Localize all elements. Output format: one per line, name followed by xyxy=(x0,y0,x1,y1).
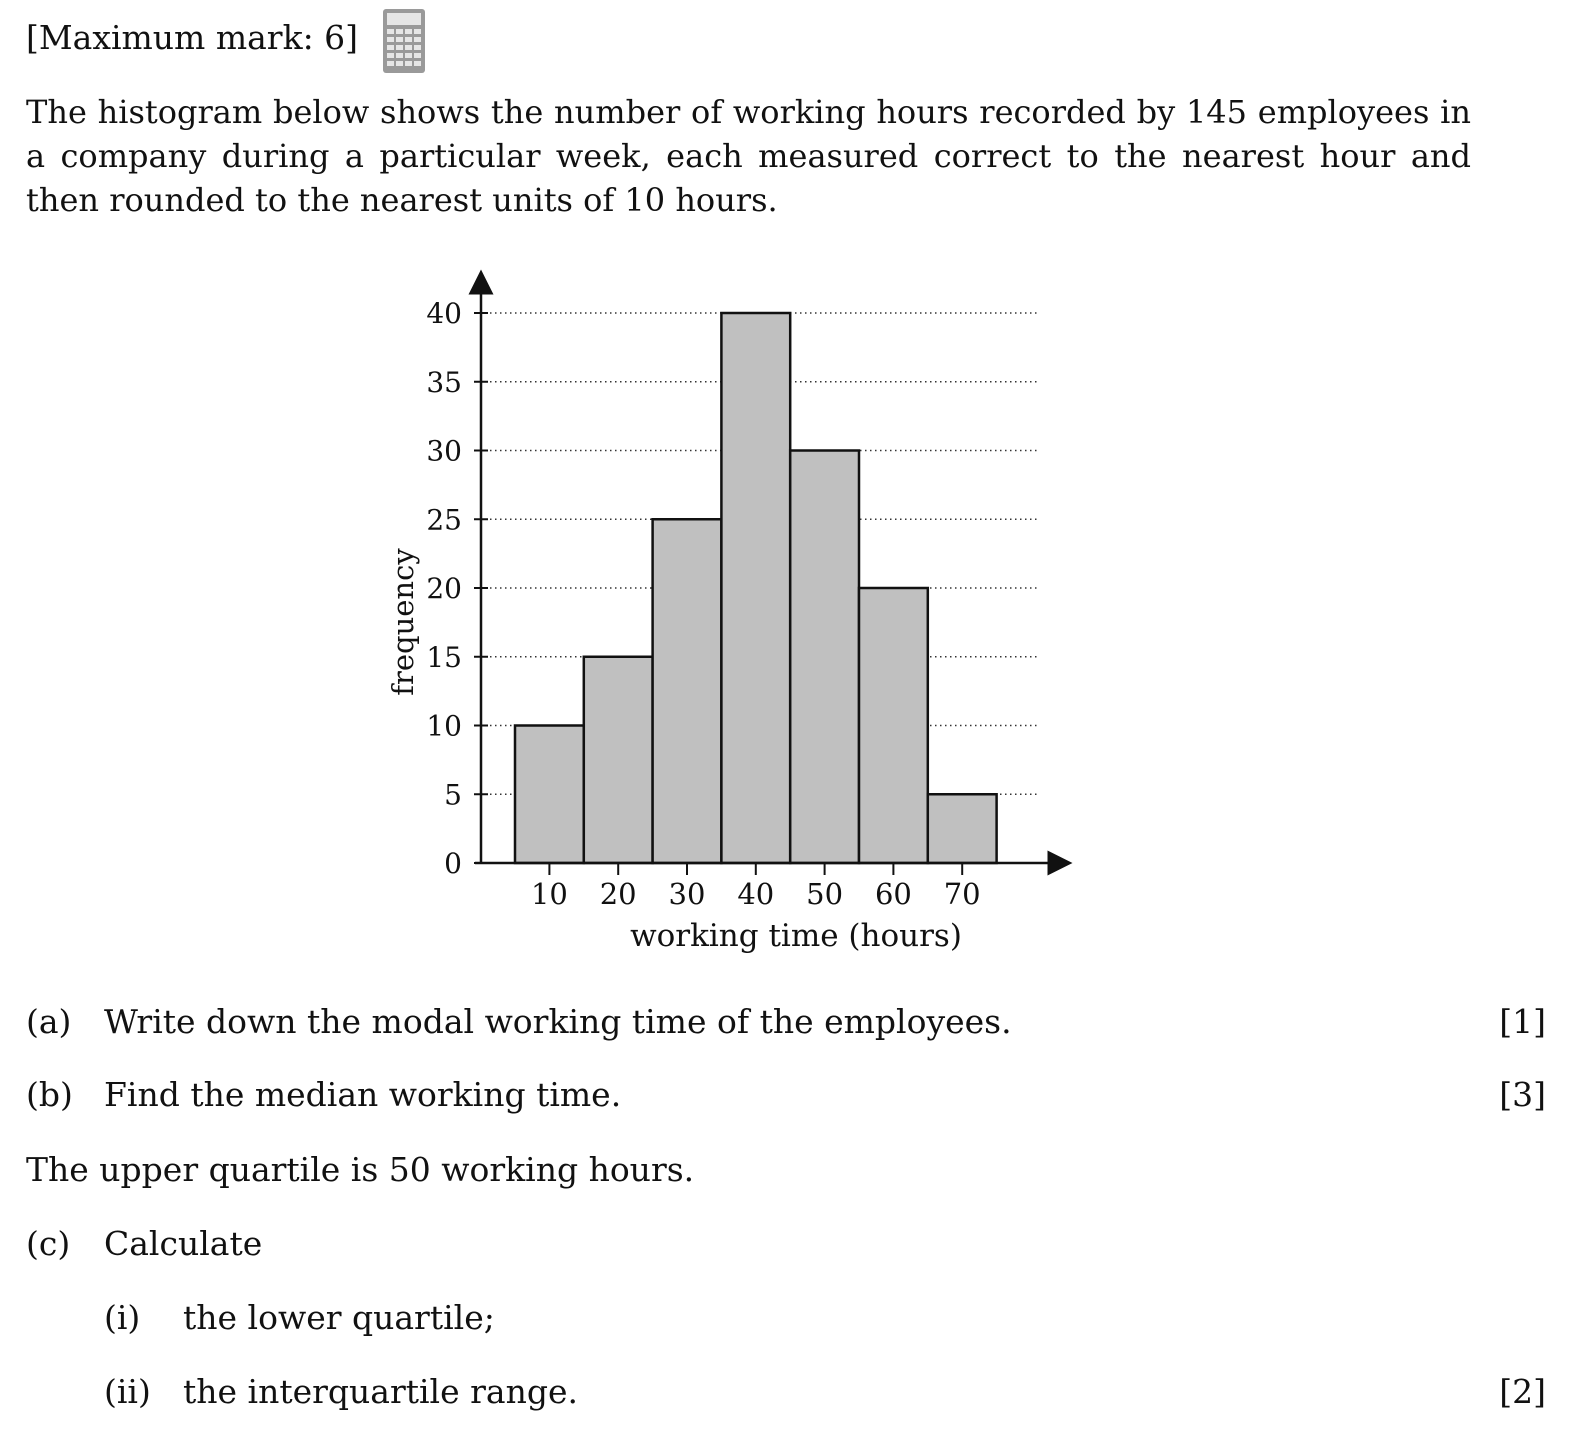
question-c-ii-text: the interquartile range. xyxy=(183,1372,578,1411)
maximum-mark: [Maximum mark: 6] xyxy=(26,18,359,57)
question-b-text: Find the median working time. xyxy=(104,1075,622,1114)
question-a-label: (a) xyxy=(26,1002,72,1041)
x-tick-label: 10 xyxy=(531,877,568,911)
y-tick-label: 15 xyxy=(426,641,462,674)
question-a-text: Write down the modal working time of the… xyxy=(104,1002,1012,1041)
bar-50 xyxy=(788,449,861,865)
x-tick-label: 30 xyxy=(669,877,706,911)
histogram-chart: 0 5 10 15 20 25 30 35 40 10 20 30 40 50 60 70 working … xyxy=(386,269,1073,954)
y-tick-label: 30 xyxy=(426,435,462,468)
y-tick-label: 35 xyxy=(426,366,462,399)
y-tick-label: 5 xyxy=(444,778,462,811)
x-tick-label: 60 xyxy=(875,877,912,911)
x-axis-label: working time (hours) xyxy=(630,918,962,954)
question-b-label: (b) xyxy=(26,1075,73,1114)
question-c-ii-marks: [2] xyxy=(1499,1372,1546,1411)
y-tick-label: 40 xyxy=(426,297,462,330)
y-axis-label: frequency xyxy=(386,548,420,696)
question-a-marks: [1] xyxy=(1499,1002,1546,1041)
bar-30 xyxy=(651,518,723,865)
question-c-text: Calculate xyxy=(104,1224,263,1263)
question-c-i-label: (i) xyxy=(104,1298,141,1337)
bar-70 xyxy=(926,793,998,865)
bar-40 xyxy=(720,311,792,865)
x-ticks: 10 20 30 40 50 60 70 xyxy=(531,863,981,911)
intro-paragraph: The histogram below shows the number of … xyxy=(26,93,1471,219)
y-tick-label: 10 xyxy=(426,710,462,743)
question-c-i-text: the lower quartile; xyxy=(183,1298,495,1337)
y-tick-label: 20 xyxy=(426,572,462,605)
y-ticks: 0 5 10 15 20 25 30 35 40 xyxy=(426,297,488,880)
x-tick-label: 70 xyxy=(944,877,981,911)
x-tick-label: 20 xyxy=(600,877,637,911)
calculator-icon xyxy=(383,9,425,73)
question-b-marks: [3] xyxy=(1499,1075,1546,1114)
bar-60 xyxy=(857,586,930,865)
y-tick-label: 25 xyxy=(426,503,462,536)
bars xyxy=(513,311,998,865)
x-tick-label: 50 xyxy=(806,877,843,911)
y-tick-label: 0 xyxy=(444,847,462,880)
bar-10 xyxy=(513,724,586,865)
question-c-ii-label: (ii) xyxy=(104,1372,151,1411)
upper-quartile-statement: The upper quartile is 50 working hours. xyxy=(26,1150,695,1189)
x-tick-label: 40 xyxy=(737,877,774,911)
question-c-label: (c) xyxy=(26,1224,71,1263)
bar-20 xyxy=(582,655,654,865)
